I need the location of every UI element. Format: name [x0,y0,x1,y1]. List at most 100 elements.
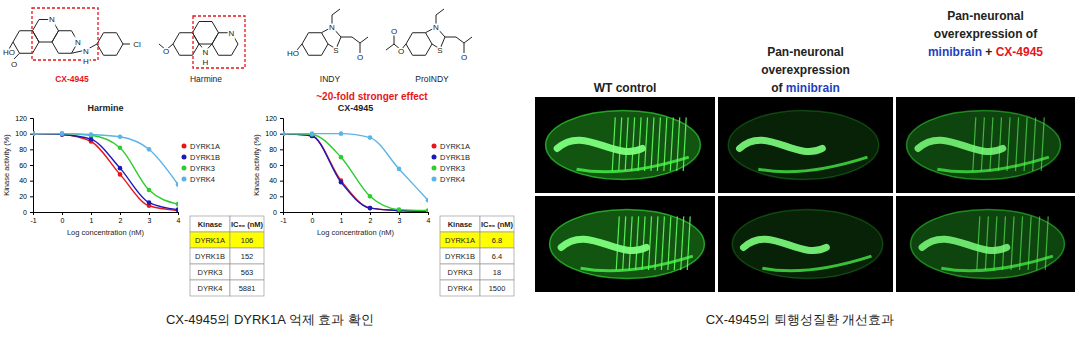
structure: HOONNNHClCX-4945 [3,8,141,84]
table-text: DYRK1A [195,236,225,245]
tick: 0 [273,209,283,216]
table-text: 6.8 [492,236,502,245]
table-cell [440,280,480,296]
tick-label: 40 [19,177,27,184]
y-axis: 020406080100120 [265,115,283,216]
table-cell [190,216,230,232]
table-cell [230,264,264,280]
atom-label: N [433,23,439,32]
nerve-cord [581,256,693,271]
tick: 2 [119,212,123,224]
embryo-body [911,209,1065,278]
marker [147,188,152,193]
tick-mark [30,196,33,197]
tick-mark [280,212,283,213]
tick-label: 20 [19,193,27,200]
structure-name: CX-4945 [55,74,89,84]
tick: 120 [265,115,283,122]
highlight-box [193,16,245,68]
marker [147,200,152,205]
table-cell [440,232,480,248]
table-cell [480,216,514,232]
legend-label: DYRK1A [190,142,220,151]
tick-label: 2 [119,217,123,224]
tick-label: 1 [340,217,344,224]
atom-label: O [357,53,363,62]
nerve-segment [619,117,622,171]
series-line [283,134,428,201]
series-line [33,134,178,211]
marker [176,182,178,187]
header-segment: of [771,81,786,95]
atom-label: N [229,29,235,38]
atom-label: N [75,38,81,47]
nerve-segment [638,117,641,171]
caption: CX-4945의 DYRK1A 억제 효과 확인 [166,312,374,327]
table-text: 5881 [239,284,256,293]
atom-label: O [11,60,17,69]
marker [339,131,344,136]
tick: 60 [269,162,283,169]
nerve-cord [577,157,689,172]
nerve-segment [994,216,997,270]
series-line [33,134,178,185]
atom-label: H [203,58,209,67]
marker [60,131,65,136]
marker [60,132,65,137]
tick-label: 120 [15,115,27,122]
embryo-body [907,110,1061,179]
marker [118,166,123,171]
tick-label: 4 [177,217,181,224]
marker [368,194,373,199]
tick: -1 [30,212,36,224]
tick: 3 [148,212,152,224]
tick: 2 [369,212,373,224]
image-background [896,196,1075,292]
tick: 20 [269,193,283,200]
legend-marker [182,177,187,182]
atom-label: N [49,15,55,24]
nerve-cord [762,256,871,271]
ring [173,33,199,56]
atom-label: S [437,46,442,55]
tick-mark [280,165,283,166]
tick: 20 [19,193,33,200]
legend-marker [182,144,187,149]
plot-area [283,131,428,212]
image-background [535,97,715,193]
gut-signal [744,239,827,250]
marker [397,208,402,212]
nerve-segment [677,117,680,171]
tick-mark [30,212,33,213]
header-segment: minibrain [786,81,840,95]
chart: 020406080100120-101234DYRK1ADYRK1BDYRK3D… [2,103,264,296]
ring [13,31,39,54]
tick: 1 [90,212,94,224]
x-axis: -101234 [30,212,180,224]
axis-line [280,119,284,213]
table-text: 106 [241,236,254,245]
caption: CX-4945의 퇴행성질환 개선효과 [706,312,895,327]
nerve-segment [632,117,635,171]
atom-label: O [163,47,169,56]
table-cell [230,248,264,264]
ring [406,33,432,56]
nerve-segment [629,216,632,270]
x-axis: -101234 [280,212,430,224]
bond [360,43,361,53]
tick: 0 [23,209,33,216]
nerve-segment [645,117,648,171]
marker [33,131,35,136]
table-header: IC₅₀ (nM) [481,220,514,229]
tick-mark [428,212,429,215]
series-line [33,134,178,210]
marker [176,208,178,212]
marker [426,198,428,203]
tick-mark [280,134,283,135]
marker [397,207,402,212]
table: KinaseIC₅₀ (nM)DYRK1A106DYRK1B152DYRK356… [190,216,264,296]
marker [176,202,178,207]
table-cell [480,264,514,280]
marker [89,132,94,137]
chart: 020406080100120-101234DYRK1ADYRK1BDYRK3D… [252,103,514,296]
